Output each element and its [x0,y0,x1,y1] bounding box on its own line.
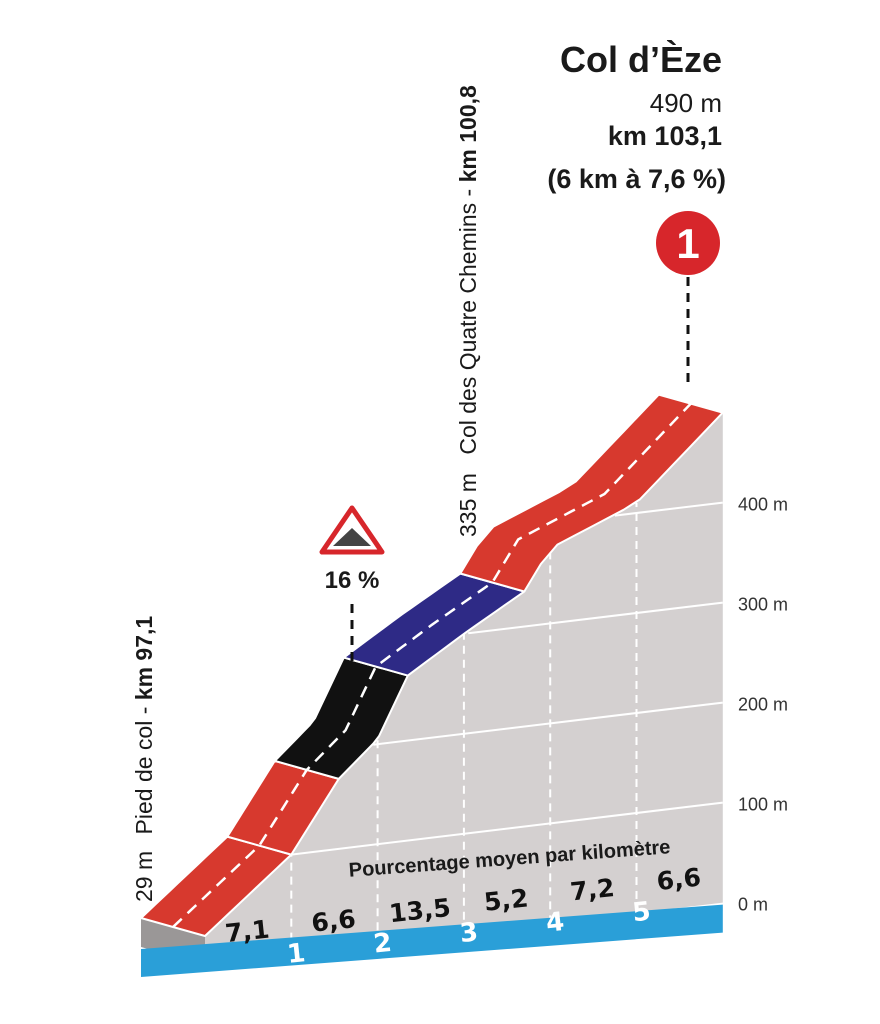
intermediate-label: 335 m Col des Quatre Chemins - km 100,8 [455,85,481,537]
x-tick-label: 2 [372,928,393,960]
summit-altitude: 490 m [650,88,722,118]
intermediate-km: km 100,8 [455,85,481,182]
x-tick-label: 4 [545,907,566,939]
x-tick-label: 5 [631,897,652,929]
y-tick-label: 0 m [738,895,768,915]
gridlines [290,501,723,955]
summit-stats: (6 km à 7,6 %) [547,164,726,194]
road-centerline [172,402,692,928]
x-tick-label: 0 [142,973,163,1005]
max-gradient-label: 16 % [325,567,380,594]
km-gradient-label: 6,6 [310,904,357,937]
chart-labels: 0 m 100 m 200 m 300 m 400 m 7,1 6,6 13,5 5,2 7,2 6… [224,495,788,948]
altitude-gridline [468,601,723,635]
intermediate-altitude: 335 m [455,473,481,537]
y-tick-label: 400 m [738,495,788,515]
km-gradient-label: 7,1 [224,915,271,948]
road-segment [459,393,724,593]
road-ribbon [140,393,724,937]
category-badge-number: 1 [676,220,699,267]
summit-name: Col d’Èze [560,39,722,80]
altitude-gridline [373,701,723,746]
x-tick-label: 3 [458,917,479,949]
altitude-gridline [291,801,723,856]
category-badge [656,211,720,275]
y-tick-label: 100 m [738,795,788,815]
km-baseline: 0 1 2 3 4 5 [141,897,723,1005]
intermediate-name: Col des Quatre Chemins - [455,182,481,454]
km-gradient-label: 13,5 [388,893,452,928]
start-altitude: 29 m [131,851,157,902]
steep-gradient-sign-icon [319,505,385,555]
km-gradient-label: 6,6 [655,863,702,896]
start-km: km 97,1 [131,616,157,701]
altitude-gridline [614,501,723,517]
start-name: Pied de col - [131,700,157,834]
km-gradient-label: 5,2 [483,883,530,916]
summit-km: km 103,1 [608,121,722,151]
y-tick-label: 200 m [738,695,788,715]
km-gradient-label: 7,2 [569,873,616,906]
y-tick-label: 300 m [738,595,788,615]
x-tick-label: 1 [286,938,307,970]
km-axis-strip [141,904,723,977]
start-label: 29 m Pied de col - km 97,1 [131,616,157,902]
